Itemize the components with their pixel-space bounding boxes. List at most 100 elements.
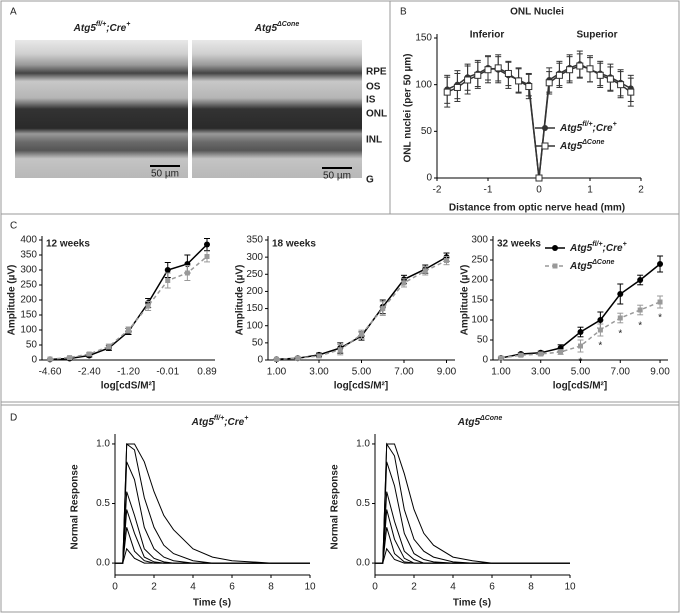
legend-label-part: Atg5 xyxy=(569,243,593,254)
point xyxy=(576,62,584,70)
y-tick-label: 50 xyxy=(252,337,264,348)
series-line xyxy=(115,509,310,564)
legend-label-part: fl/+ xyxy=(592,241,602,248)
series-line xyxy=(375,442,570,564)
point xyxy=(165,278,171,283)
x-tick-label: 7.00 xyxy=(611,367,631,378)
y-axis-label: Amplitude (µV) xyxy=(7,265,18,336)
y-tick-label: 100 xyxy=(471,315,488,326)
point xyxy=(577,329,584,335)
point xyxy=(545,79,553,87)
significance-mark: * xyxy=(658,313,662,324)
x-tick-label: -4.60 xyxy=(39,367,62,378)
chart-title-part: fl/+ xyxy=(214,415,224,422)
x-tick-label: 1.00 xyxy=(267,367,287,378)
x-tick-label: 3.00 xyxy=(309,367,329,378)
point xyxy=(535,174,543,182)
x-tick-label: 5.00 xyxy=(571,367,591,378)
y-tick-label: 150 xyxy=(20,310,37,321)
y-tick-label: 0 xyxy=(482,355,488,366)
y-tick-label: 50 xyxy=(421,126,433,137)
panel-label: C xyxy=(10,221,17,232)
point xyxy=(380,306,386,312)
series-line xyxy=(375,491,570,564)
x-tick-label: 10 xyxy=(304,582,316,593)
y-tick-label: 400 xyxy=(20,235,37,246)
y-tick-label: 100 xyxy=(415,79,432,90)
point xyxy=(274,356,279,362)
point xyxy=(617,315,623,321)
chart-title: ONL Nuclei xyxy=(510,7,564,18)
x-tick-label: -1 xyxy=(484,185,493,196)
point xyxy=(204,254,210,259)
legend-label-part: Atg5 xyxy=(569,261,593,272)
point xyxy=(295,355,301,361)
chart-title: Atg5fl/+;Cre+ xyxy=(191,415,249,427)
point xyxy=(597,327,603,333)
chart-title-part: Atg5 xyxy=(457,417,481,428)
legend-label: Atg5fl/+;Cre+ xyxy=(569,241,627,253)
chart-title-part: ;Cre xyxy=(224,417,244,428)
y-tick-label: 0.5 xyxy=(96,498,110,509)
legend-label: Atg5ΔCone xyxy=(569,259,615,271)
layer-label: G xyxy=(366,175,374,186)
point xyxy=(464,76,472,84)
layer-label: INL xyxy=(366,135,382,146)
x-axis-label: Time (s) xyxy=(193,598,231,609)
layer-label: ONL xyxy=(366,109,387,120)
point xyxy=(444,258,449,264)
x-tick-label: 2 xyxy=(638,185,644,196)
series-line xyxy=(276,259,447,361)
point xyxy=(586,65,594,73)
x-tick-label: 0 xyxy=(536,185,542,196)
y-tick-label: 250 xyxy=(20,280,37,291)
legend-label-part: + xyxy=(623,241,627,248)
y-axis-label: Amplitude (µV) xyxy=(235,265,246,336)
point xyxy=(596,71,604,79)
point xyxy=(474,71,482,79)
y-tick-label: 150 xyxy=(471,295,488,306)
point xyxy=(566,66,574,74)
point xyxy=(617,291,624,297)
x-tick-label: 8 xyxy=(268,582,274,593)
y-tick-label: 200 xyxy=(20,295,37,306)
y-tick-label: 150 xyxy=(246,303,263,314)
series-line xyxy=(375,509,570,564)
x-tick-label: 4 xyxy=(190,582,196,593)
significance-mark: * xyxy=(638,321,642,332)
legend-label-part: Atg5 xyxy=(559,141,583,152)
point xyxy=(617,81,625,89)
y-tick-label: 0.0 xyxy=(356,558,370,569)
y-tick-label: 0 xyxy=(257,355,263,366)
x-tick-label: -1.20 xyxy=(117,367,140,378)
series-line xyxy=(49,255,208,360)
y-tick-label: 0 xyxy=(31,355,37,366)
point xyxy=(337,347,343,353)
x-tick-label: 6 xyxy=(489,582,495,593)
x-tick-label: 4 xyxy=(450,582,456,593)
point xyxy=(67,355,73,361)
y-tick-label: 100 xyxy=(246,320,263,331)
point xyxy=(504,69,512,77)
x-axis-label: log[cdS/M²] xyxy=(334,381,388,392)
annotation: Superior xyxy=(576,30,617,41)
point xyxy=(525,83,533,91)
chart-title: Atg5ΔCone xyxy=(457,415,503,427)
x-axis-label: Time (s) xyxy=(453,598,491,609)
legend-marker xyxy=(552,245,558,251)
legend-marker xyxy=(541,142,549,150)
y-axis-label: Normal Response xyxy=(70,464,81,549)
series-line xyxy=(375,443,570,564)
x-axis-label: Distance from optic nerve head (mm) xyxy=(449,203,625,214)
series-line xyxy=(115,527,310,564)
x-tick-label: 9.00 xyxy=(650,367,670,378)
y-tick-label: 300 xyxy=(246,252,263,263)
layer-label: RPE xyxy=(366,67,387,78)
x-axis-label: log[cdS/M²] xyxy=(101,381,155,392)
x-tick-label: 6 xyxy=(229,582,235,593)
point xyxy=(555,71,563,79)
point xyxy=(657,299,663,305)
layer-label: OS xyxy=(366,82,381,93)
chart-title-part: ΔCone xyxy=(479,415,502,422)
